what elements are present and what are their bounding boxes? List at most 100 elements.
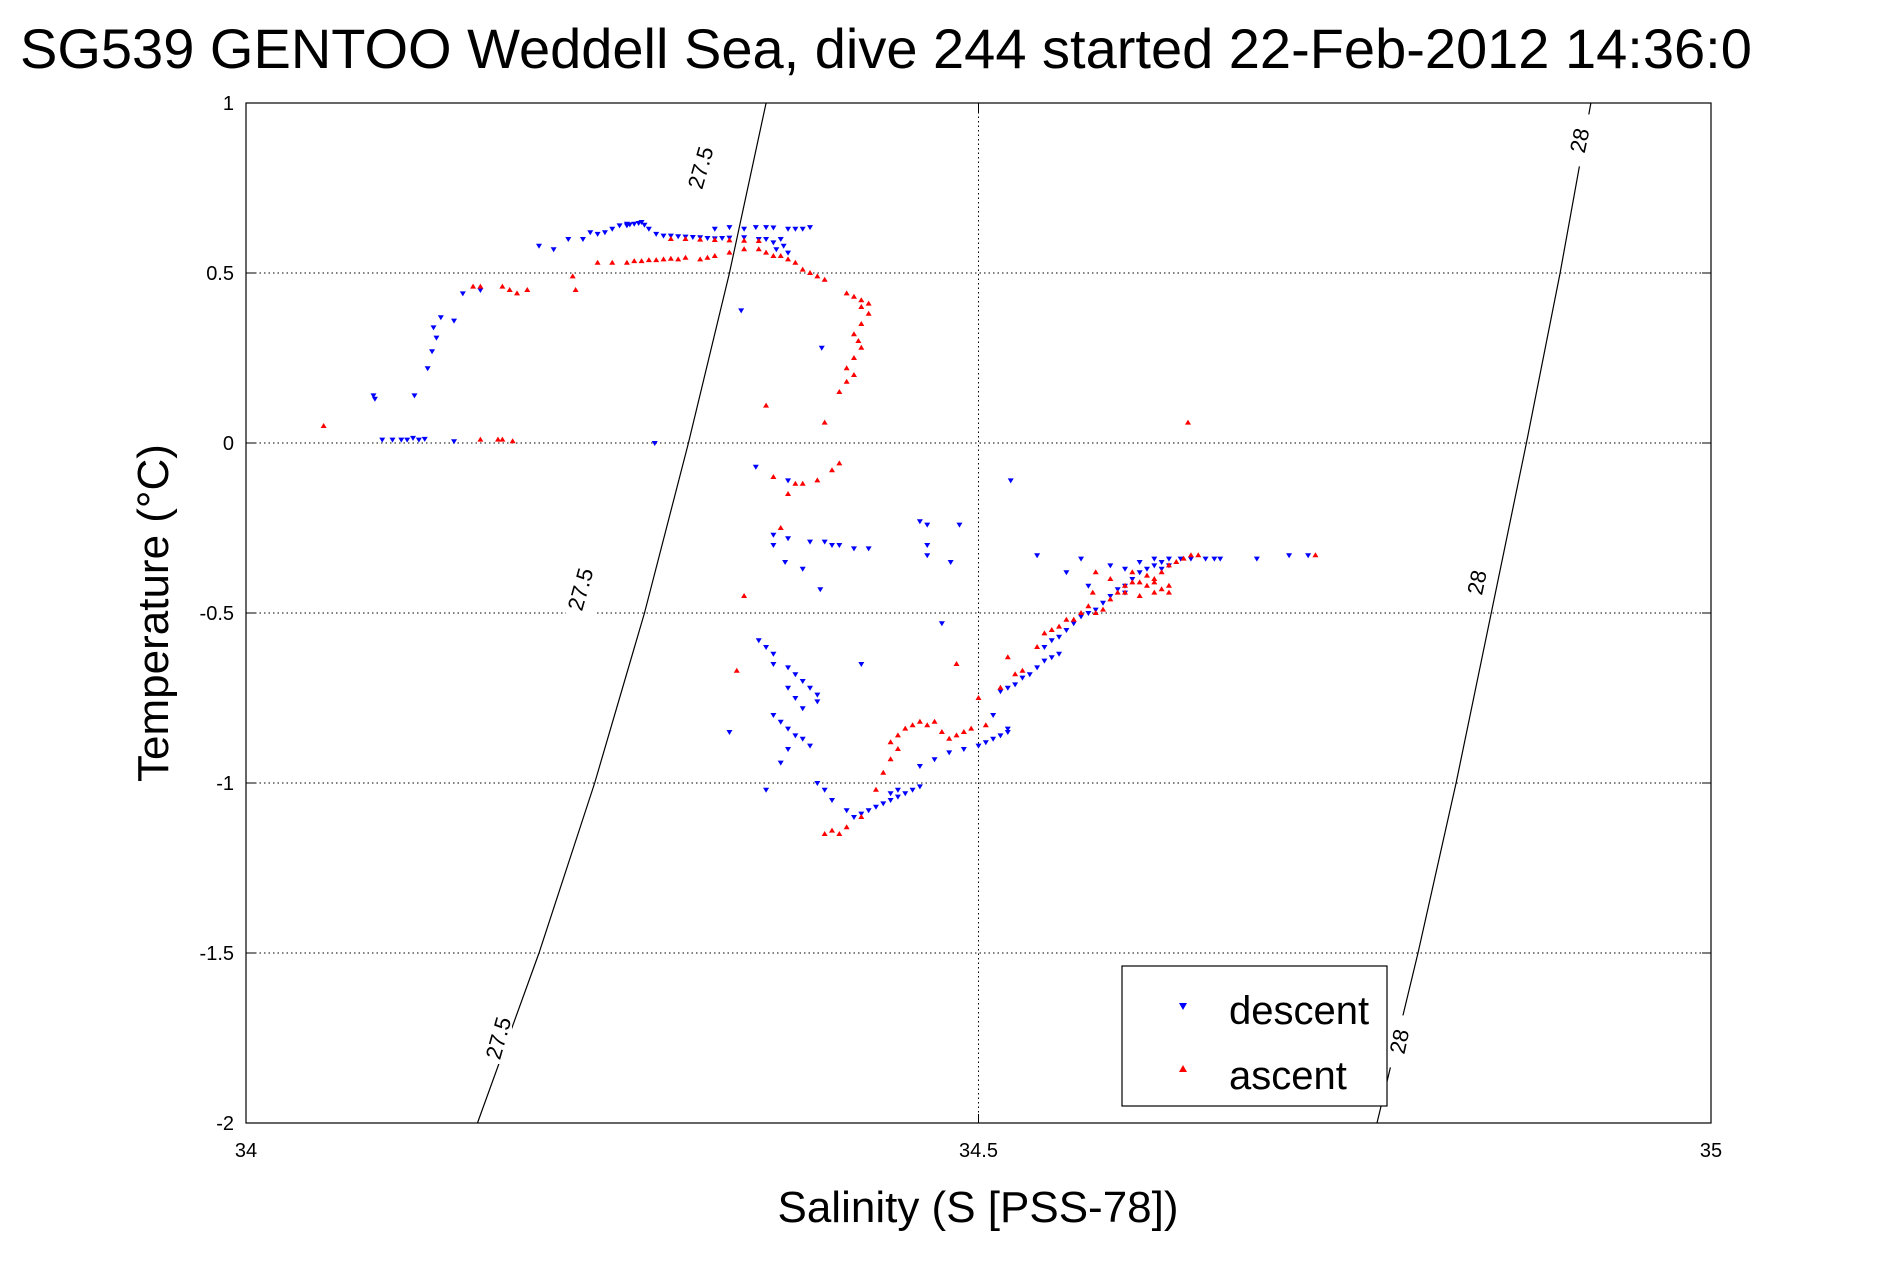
ascent-point xyxy=(777,253,784,258)
ascent-point xyxy=(1100,606,1107,612)
descent-point xyxy=(1202,556,1209,562)
descent-point xyxy=(792,733,799,739)
descent-point xyxy=(1056,634,1063,640)
descent-point xyxy=(1019,675,1026,681)
y-tick-label: 1 xyxy=(223,93,234,115)
descent-point xyxy=(814,692,821,698)
descent-point xyxy=(579,237,586,242)
ascent-point xyxy=(997,684,1004,690)
descent-point xyxy=(1217,556,1224,562)
ascent-point xyxy=(499,436,506,442)
descent-point xyxy=(1078,556,1085,562)
x-axis-label: Salinity (S [PSS-78]) xyxy=(777,1183,1178,1232)
ascent-point xyxy=(1151,579,1158,585)
x-tick-label: 35 xyxy=(1700,1140,1722,1162)
descent-point xyxy=(821,787,828,793)
legend-box xyxy=(1121,965,1388,1107)
descent-point xyxy=(660,233,667,239)
ascent-point xyxy=(843,378,850,384)
ascent-point xyxy=(1107,596,1114,602)
descent-point xyxy=(785,726,792,732)
ascent-point xyxy=(968,725,975,731)
ascent-point xyxy=(638,258,645,264)
ascent-point xyxy=(1085,603,1092,609)
descent-point xyxy=(1004,730,1011,735)
ascent-point xyxy=(660,256,667,262)
descent-point xyxy=(415,437,422,443)
ascent-point xyxy=(858,321,865,326)
ascent-point xyxy=(855,338,862,343)
descent-point xyxy=(880,801,887,807)
descent-point xyxy=(398,437,405,443)
descent-point xyxy=(477,288,484,293)
descent-point xyxy=(817,587,824,593)
ascent-point xyxy=(755,246,762,252)
descent-point xyxy=(430,325,437,331)
x-tick-label: 34.5 xyxy=(959,1140,998,1162)
descent-point xyxy=(1165,556,1172,562)
descent-point xyxy=(411,393,418,399)
descent-point xyxy=(1085,583,1092,589)
descent-point xyxy=(785,665,792,671)
ascent-point xyxy=(887,739,894,745)
y-tick-label: 0.5 xyxy=(206,263,234,285)
descent-point xyxy=(799,226,806,232)
descent-point xyxy=(1100,600,1107,606)
descent-point xyxy=(1136,560,1143,565)
descent-point xyxy=(1211,556,1218,562)
contour-label-background xyxy=(686,141,715,194)
descent-point xyxy=(429,349,436,355)
descent-point xyxy=(1177,556,1184,562)
descent-point xyxy=(651,441,658,446)
descent-point xyxy=(894,794,901,800)
descent-point xyxy=(799,736,806,742)
ascent-point xyxy=(850,293,857,299)
ascent-point xyxy=(763,402,770,408)
ascent-point xyxy=(850,331,857,337)
descent-point xyxy=(829,543,835,548)
ascent-point xyxy=(506,287,513,292)
descent-point xyxy=(1034,665,1041,671)
ascent-point xyxy=(829,467,835,473)
chart-title: SG539 GENTOO Weddell Sea, dive 244 start… xyxy=(20,17,1752,80)
descent-point xyxy=(821,539,828,545)
ascent-point xyxy=(631,258,638,264)
descent-point xyxy=(850,815,857,820)
descent-point xyxy=(799,679,806,684)
descent-point xyxy=(1187,556,1194,562)
contour-label-background xyxy=(483,1012,512,1064)
ascent-point xyxy=(1063,616,1070,622)
legend: descent ascent xyxy=(1121,965,1388,1107)
ascent-point xyxy=(946,735,953,741)
ascent-point xyxy=(924,722,931,728)
descent-point xyxy=(770,651,777,657)
ascent-point xyxy=(320,423,327,428)
descent-point xyxy=(770,225,777,231)
ascent-point xyxy=(931,718,938,724)
descent-point xyxy=(909,787,916,793)
ascent-point xyxy=(1143,582,1150,588)
ascent-point xyxy=(1173,559,1180,564)
ascent-point xyxy=(741,593,748,598)
descent-point xyxy=(960,747,967,752)
ascent-point xyxy=(1158,569,1165,575)
legend-descent-label: descent xyxy=(1229,989,1369,1033)
descent-point xyxy=(370,393,377,399)
descent-point xyxy=(550,247,557,253)
ascent-point xyxy=(843,824,850,830)
ascent-point xyxy=(1056,623,1063,629)
descent-point xyxy=(887,791,894,797)
ascent-point xyxy=(623,259,630,265)
ascent-point xyxy=(836,460,843,466)
ascent-point xyxy=(1107,576,1114,581)
ascent-point xyxy=(1180,555,1187,561)
ascent-point xyxy=(1078,610,1085,615)
descent-point xyxy=(726,225,733,231)
ascent-point xyxy=(887,756,894,762)
ascent-point xyxy=(960,729,967,734)
ascent-point xyxy=(1129,579,1136,585)
ascent-point xyxy=(821,276,828,282)
descent-point xyxy=(785,747,792,752)
descent-point xyxy=(865,546,872,552)
ascent-point xyxy=(1122,582,1128,588)
